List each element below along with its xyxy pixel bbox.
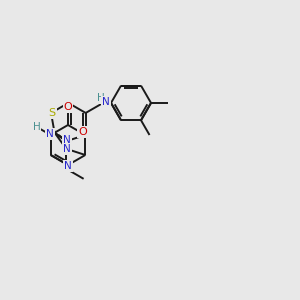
Text: O: O bbox=[64, 102, 72, 112]
Text: H: H bbox=[33, 122, 41, 132]
Text: S: S bbox=[49, 108, 56, 118]
Text: N: N bbox=[63, 135, 71, 145]
Text: N: N bbox=[63, 144, 71, 154]
Text: N: N bbox=[102, 97, 110, 107]
Text: O: O bbox=[78, 127, 87, 137]
Text: N: N bbox=[46, 129, 54, 139]
Text: N: N bbox=[64, 161, 72, 171]
Text: H: H bbox=[97, 93, 105, 103]
